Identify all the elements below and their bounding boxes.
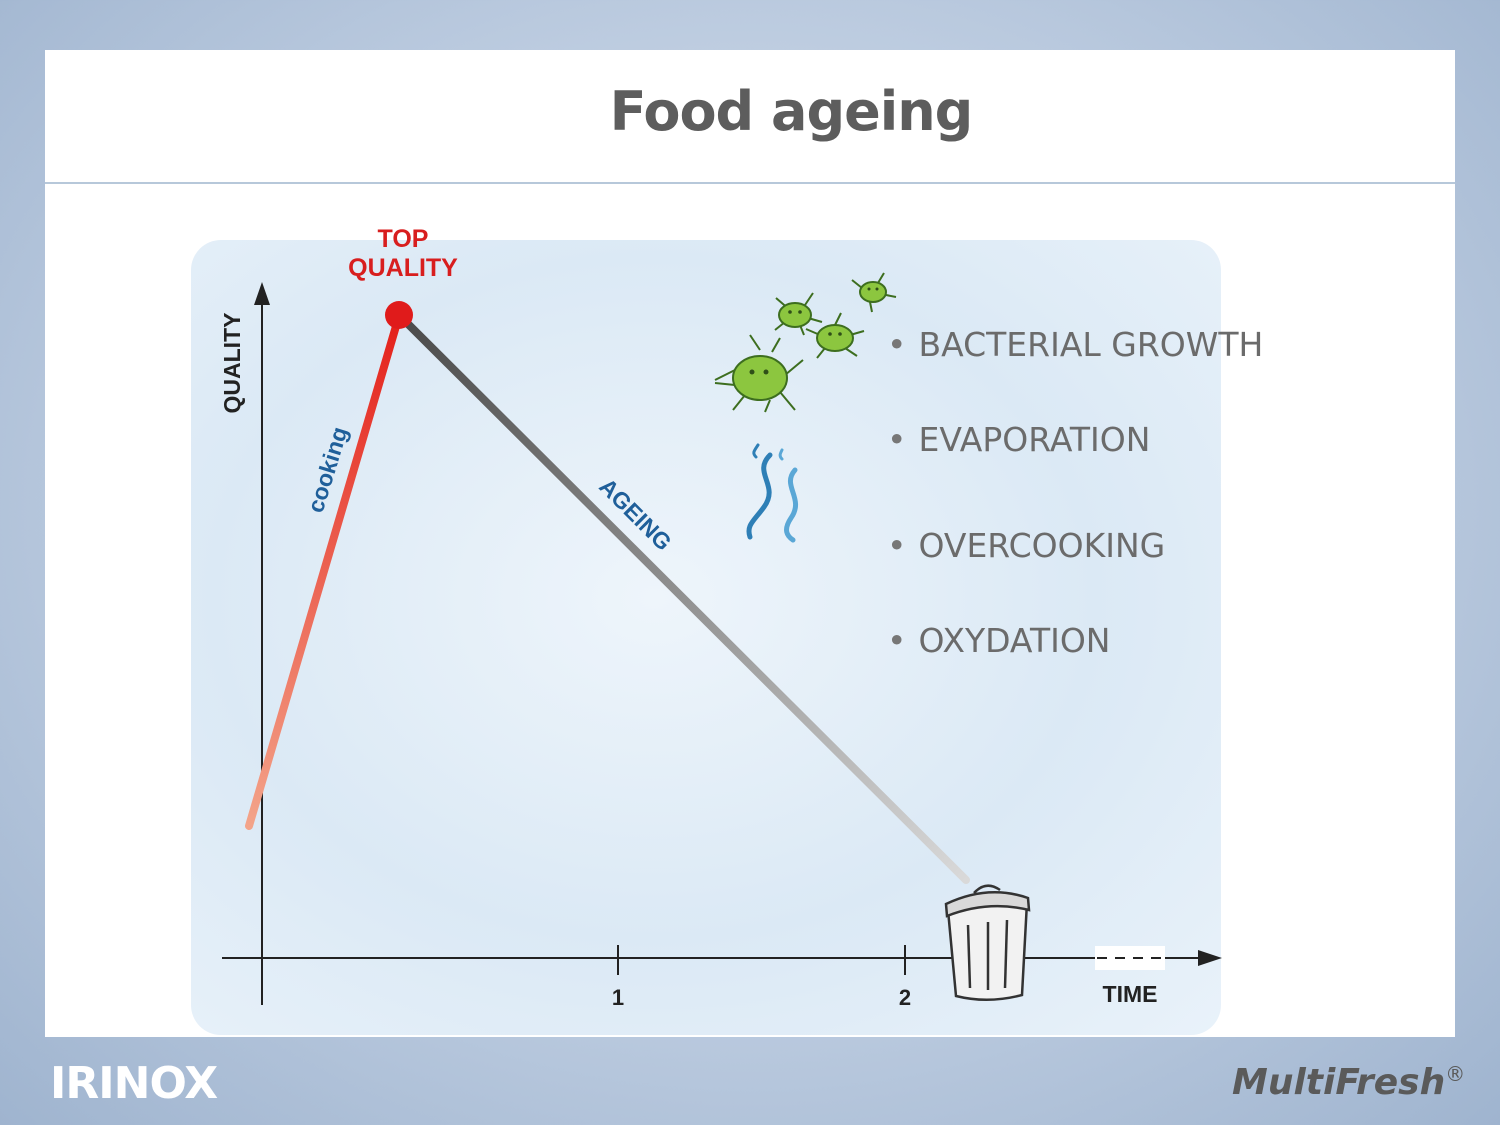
multifresh-logo-text: MultiFresh — [1232, 1062, 1446, 1103]
registered-mark: ® — [1445, 1062, 1466, 1086]
cause-item: EVAPORATION — [887, 420, 1263, 526]
top-quality-label-line1: TOP — [378, 225, 429, 253]
top-quality-label-line2: QUALITY — [348, 254, 458, 282]
top-quality-point — [385, 301, 413, 329]
ageing-line — [396, 312, 970, 884]
irinox-logo: IRINOX — [50, 1058, 218, 1109]
y-axis-label: QUALITY — [219, 313, 245, 414]
trash-can-icon — [944, 884, 1031, 1002]
cause-item: OVERCOOKING — [887, 526, 1263, 621]
title-bar: Food ageing — [45, 50, 1455, 184]
x-axis-arrow — [1198, 950, 1222, 966]
x-tick-label-1: 1 — [612, 985, 624, 1010]
ageing-causes-list: BACTERIAL GROWTH EVAPORATION OVERCOOKING… — [887, 325, 1263, 716]
evaporation-icon — [746, 443, 799, 543]
y-axis-arrow — [254, 282, 270, 305]
cause-item: BACTERIAL GROWTH — [887, 325, 1263, 420]
multifresh-logo: MultiFresh® — [1232, 1062, 1465, 1103]
x-tick-label-2: 2 — [899, 985, 911, 1010]
ageing-label: AGEING — [594, 473, 677, 556]
bacteria-icon — [714, 272, 897, 413]
slide-title: Food ageing — [609, 80, 974, 143]
cooking-line — [245, 312, 403, 830]
cause-item: OXYDATION — [887, 621, 1263, 716]
x-axis-label: TIME — [1103, 981, 1158, 1007]
